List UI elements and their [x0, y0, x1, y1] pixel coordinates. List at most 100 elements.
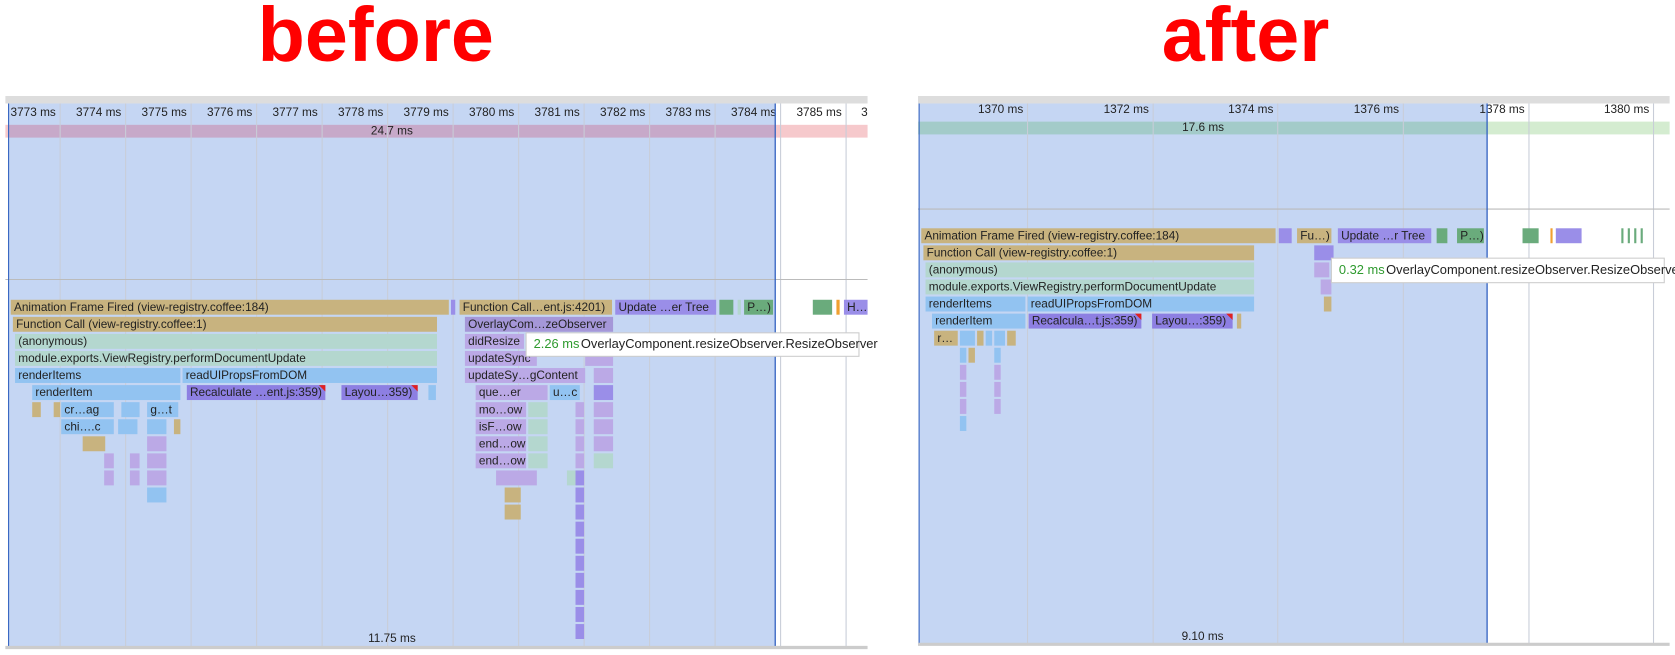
event-block	[12, 316, 438, 332]
event-block	[147, 470, 167, 486]
event-block	[575, 624, 585, 639]
event-block	[925, 262, 1255, 278]
event-label: Animation Frame Fired (view-registry.cof…	[14, 301, 269, 314]
event-label: Recalculate …ent.js:359)	[190, 386, 322, 399]
event-block	[118, 419, 138, 435]
event-block	[593, 402, 614, 418]
event-block	[147, 402, 179, 418]
event-block	[1436, 228, 1448, 244]
event-block	[1627, 228, 1630, 244]
event-block	[1278, 228, 1292, 244]
event-label: Update …r Tree	[1341, 229, 1425, 242]
tick-label: 3777 ms	[273, 106, 318, 119]
warning-corner	[411, 385, 418, 392]
event-label: que…er	[479, 386, 521, 399]
event-block	[575, 436, 585, 452]
tick-label: 3784 ms	[731, 106, 776, 119]
tick-label: 1376 ms	[1354, 103, 1399, 116]
event-label: Function Call (view-registry.coffee:1)	[927, 246, 1118, 259]
event-label: didResize	[468, 335, 520, 348]
event-label: readUIPropsFromDOM	[186, 369, 307, 382]
event-block	[173, 419, 181, 435]
event-block	[1640, 228, 1643, 244]
event-block	[549, 385, 580, 401]
event-label: g…t	[150, 403, 172, 416]
tick-label: 3778 ms	[338, 106, 383, 119]
event-block	[575, 555, 585, 571]
event-block	[575, 504, 585, 520]
event-label: Fu…)	[1300, 229, 1330, 242]
event-block	[464, 368, 586, 383]
tooltip-name: OverlayComponent.resizeObserver.ResizeOb…	[581, 336, 879, 351]
tick-label: 3781 ms	[535, 106, 580, 119]
event-block	[968, 347, 975, 363]
event-block	[985, 330, 993, 346]
event-block	[1323, 296, 1332, 312]
event-block	[934, 330, 958, 346]
event-label: OverlayCom…zeObserver	[468, 318, 606, 331]
event-block	[341, 385, 418, 401]
event-block	[15, 333, 438, 349]
event-label: Function Call…ent.js:4201)	[463, 301, 605, 314]
event-block	[129, 470, 140, 486]
event-block	[959, 381, 967, 397]
event-block	[61, 419, 114, 435]
event-block	[593, 453, 614, 469]
frame-bar	[919, 121, 1488, 135]
event-block	[475, 436, 527, 452]
event-block	[994, 330, 1005, 346]
ruler-strip	[918, 96, 1670, 104]
event-block	[843, 299, 868, 315]
event-block	[1337, 228, 1432, 244]
panel-heading: after	[1162, 0, 1330, 78]
tick-label: 1380 ms	[1604, 103, 1649, 116]
flame-panel: after 1370 ms 1372 ms 1374 ms 1376 ms 1378 ms…	[918, 0, 1675, 646]
tick-label: 3774 ms	[76, 106, 121, 119]
event-block	[575, 470, 585, 486]
event-block	[566, 470, 576, 486]
event-label: (anonymous)	[929, 264, 998, 277]
event-block	[737, 299, 741, 315]
event-block	[129, 453, 140, 469]
event-block	[575, 453, 585, 469]
tick-label: 3775 ms	[142, 106, 187, 119]
selection-duration: 9.10 ms	[1182, 630, 1224, 643]
event-block	[15, 350, 438, 366]
event-block	[959, 364, 967, 380]
event-block	[575, 538, 585, 554]
event-block	[994, 381, 1001, 397]
event-label: cr…ag	[64, 403, 99, 416]
event-block	[719, 299, 734, 315]
event-block	[994, 364, 1001, 380]
event-block	[959, 347, 967, 363]
selection-duration: 11.75 ms	[368, 632, 416, 645]
event-block	[959, 416, 967, 431]
tick-label: 1372 ms	[1104, 103, 1149, 116]
panel-heading: before	[258, 0, 494, 78]
event-block	[428, 385, 436, 401]
event-block	[32, 385, 181, 401]
event-block	[53, 402, 61, 418]
event-block	[744, 299, 774, 315]
event-block	[450, 299, 456, 315]
event-block	[528, 402, 548, 418]
event-block	[121, 402, 140, 418]
event-block	[575, 606, 585, 622]
event-block	[921, 228, 1276, 244]
tick-label: 1370 ms	[978, 103, 1023, 116]
event-block	[575, 589, 585, 605]
event-block	[1297, 228, 1332, 244]
event-label: module.exports.ViewRegistry.performDocum…	[18, 352, 306, 365]
event-block	[182, 368, 438, 383]
tick-label: 3776 ms	[207, 106, 252, 119]
event-block	[959, 330, 975, 346]
event-block	[1522, 228, 1539, 244]
tick-label: 3779 ms	[404, 106, 449, 119]
event-label: Layou…359)	[345, 386, 413, 399]
event-block	[615, 299, 717, 315]
event-label: updateSync	[468, 352, 530, 365]
event-block	[994, 347, 1001, 363]
event-block	[459, 299, 613, 315]
